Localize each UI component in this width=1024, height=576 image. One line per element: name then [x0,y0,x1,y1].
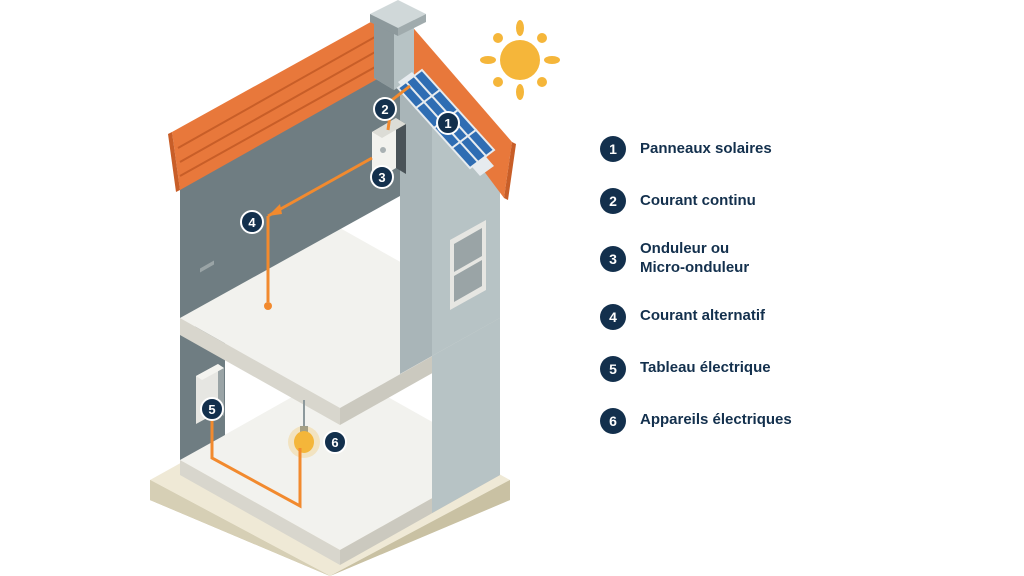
legend-badge: 5 [600,356,626,382]
diagram-badge-6: 6 [323,430,347,454]
legend-item-1: 1 Panneaux solaires [600,136,792,162]
diagram-badge-2: 2 [373,97,397,121]
legend-num: 6 [609,413,617,429]
legend-item-5: 5 Tableau électrique [600,356,792,382]
legend-item-6: 6 Appareils électriques [600,408,792,434]
badge-num: 3 [378,170,385,185]
legend-badge: 6 [600,408,626,434]
legend-num: 4 [609,309,617,325]
badge-num: 5 [208,402,215,417]
house-svg [0,0,560,576]
diagram-badge-5: 5 [200,397,224,421]
legend-badge: 4 [600,304,626,330]
legend-num: 1 [609,141,617,157]
legend-num: 2 [609,193,617,209]
legend-label: Appareils électriques [640,411,792,430]
legend-badge: 1 [600,136,626,162]
legend-num: 5 [609,361,617,377]
legend-item-3: 3 Onduleur ou Micro-onduleur [600,240,792,278]
legend-label: Panneaux solaires [640,140,772,159]
legend-label: Tableau électrique [640,359,771,378]
diagram-badge-1: 1 [436,111,460,135]
diagram-badge-4: 4 [240,210,264,234]
sun-icon [480,20,560,100]
badge-num: 4 [248,215,255,230]
badge-num: 1 [444,116,451,131]
badge-num: 2 [381,102,388,117]
diagram-badge-3: 3 [370,165,394,189]
legend-label: Courant alternatif [640,307,765,326]
legend-num: 3 [609,251,617,267]
legend-badge: 3 [600,246,626,272]
legend: 1 Panneaux solaires 2 Courant continu 3 … [560,116,792,460]
legend-item-4: 4 Courant alternatif [600,304,792,330]
legend-item-2: 2 Courant continu [600,188,792,214]
legend-badge: 2 [600,188,626,214]
container: 1 2 3 4 5 6 1 Panneaux solaires 2 Cou [0,0,1024,576]
legend-label: Courant continu [640,192,756,211]
legend-label: Onduleur ou Micro-onduleur [640,240,749,278]
badge-num: 6 [331,435,338,450]
house-diagram: 1 2 3 4 5 6 [0,0,560,576]
